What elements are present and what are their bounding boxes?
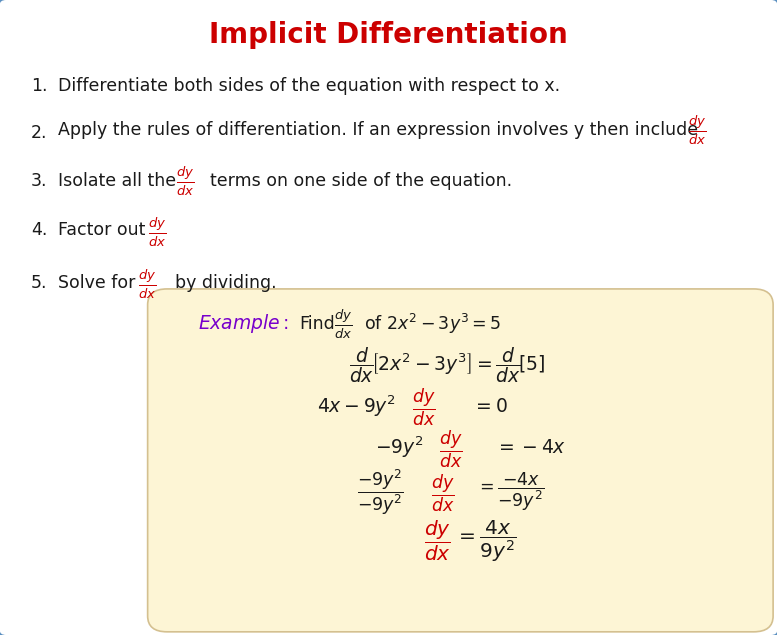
Text: Differentiate both sides of the equation with respect to x.: Differentiate both sides of the equation… <box>58 77 560 95</box>
Text: $\frac{dy}{dx}$: $\frac{dy}{dx}$ <box>148 215 166 249</box>
Text: by dividing.: by dividing. <box>175 274 277 291</box>
Text: $\mathbf{\mathit{Example:}}$: $\mathbf{\mathit{Example:}}$ <box>198 312 289 335</box>
Text: $\frac{dy}{dx}$: $\frac{dy}{dx}$ <box>138 267 156 302</box>
Text: $\dfrac{dy}{dx}$: $\dfrac{dy}{dx}$ <box>423 519 451 563</box>
Text: $=\dfrac{4x}{9y^2}$: $=\dfrac{4x}{9y^2}$ <box>455 518 517 564</box>
Text: $\frac{dy}{dx}$: $\frac{dy}{dx}$ <box>688 113 706 147</box>
Text: 1.: 1. <box>31 77 47 95</box>
Text: 5.: 5. <box>31 274 47 291</box>
Text: $\dfrac{d}{dx}\!\left[2x^2-3y^3\right]=\dfrac{d}{dx}\!\left[5\right]$: $\dfrac{d}{dx}\!\left[2x^2-3y^3\right]=\… <box>349 345 545 385</box>
Text: Find: Find <box>299 315 335 333</box>
Text: $\dfrac{-9y^2}{-9y^2}$: $\dfrac{-9y^2}{-9y^2}$ <box>357 467 404 517</box>
Text: Apply the rules of differentiation. If an expression involves y then include: Apply the rules of differentiation. If a… <box>58 121 699 139</box>
Text: Factor out: Factor out <box>58 221 145 239</box>
Text: $\dfrac{dy}{dx}$: $\dfrac{dy}{dx}$ <box>439 428 462 470</box>
Text: $-9y^2$: $-9y^2$ <box>375 435 423 460</box>
Text: $= 0$: $= 0$ <box>472 397 508 416</box>
Text: 3.: 3. <box>31 172 47 190</box>
Text: $\frac{dy}{dx}$: $\frac{dy}{dx}$ <box>334 307 352 341</box>
Text: of $2x^2 - 3y^3 = 5$: of $2x^2 - 3y^3 = 5$ <box>364 312 501 336</box>
Text: Solve for: Solve for <box>58 274 136 291</box>
Text: $\dfrac{dy}{dx}$: $\dfrac{dy}{dx}$ <box>412 387 435 429</box>
Text: Implicit Differentiation: Implicit Differentiation <box>209 21 568 49</box>
Text: terms on one side of the equation.: terms on one side of the equation. <box>210 172 512 190</box>
Text: Isolate all the: Isolate all the <box>58 172 176 190</box>
Text: 2.: 2. <box>31 124 47 142</box>
FancyBboxPatch shape <box>148 289 773 632</box>
Text: $4x - 9y^2$: $4x - 9y^2$ <box>317 394 396 419</box>
Text: 4.: 4. <box>31 221 47 239</box>
Text: $=\dfrac{-4x}{-9y^2}$: $=\dfrac{-4x}{-9y^2}$ <box>476 471 545 513</box>
Text: $\dfrac{dy}{dx}$: $\dfrac{dy}{dx}$ <box>431 472 455 514</box>
Text: $\frac{dy}{dx}$: $\frac{dy}{dx}$ <box>176 164 193 198</box>
Text: $= -4x$: $= -4x$ <box>495 438 566 457</box>
